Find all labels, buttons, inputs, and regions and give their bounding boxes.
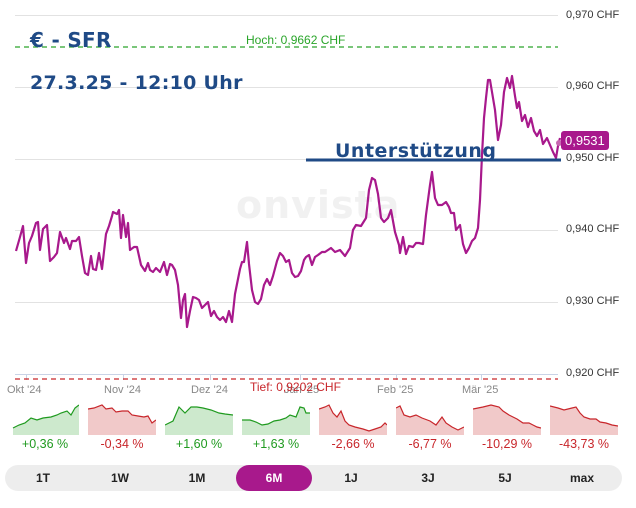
y-tick-label: 0,930 CHF: [566, 295, 620, 307]
sparkline-icon: [396, 405, 464, 435]
time-range-selector: 1T 1W 1M 6M 1J 3J 5J max: [5, 465, 622, 491]
range-tab-6m[interactable]: 6M: [236, 465, 312, 491]
perf-value: -43,73 %: [558, 437, 610, 451]
gridlines: [15, 15, 558, 303]
perf-value: +0,36 %: [21, 437, 69, 451]
perf-1w[interactable]: -0,34 %: [88, 403, 156, 458]
low-label: Tief: 0,9202 CHF: [250, 380, 341, 394]
perf-1t[interactable]: +0,36 %: [11, 403, 79, 458]
perf-1j[interactable]: -2,66 %: [319, 403, 387, 458]
x-tick-label: Jan '25: [284, 384, 320, 396]
range-tab-1t[interactable]: 1T: [35, 471, 50, 485]
perf-value: -0,34 %: [100, 437, 144, 451]
y-tick-label: 0,940 CHF: [566, 223, 620, 235]
support-label: Unterstützung: [335, 140, 497, 162]
perf-value: -10,29 %: [481, 437, 533, 451]
y-tick-label: 0,950 CHF: [566, 152, 620, 164]
sparkline-icon: [12, 404, 79, 435]
y-tick-label: 0,970 CHF: [566, 9, 620, 21]
x-axis-ticks: [26, 374, 482, 380]
range-tab-3j[interactable]: 3J: [421, 471, 435, 485]
sparkline-icon: [550, 405, 618, 435]
range-tab-max[interactable]: max: [569, 471, 595, 485]
sparkline-icon: [88, 404, 156, 435]
chart-title: € - SFR: [30, 28, 112, 52]
perf-value: -2,66 %: [331, 437, 375, 451]
perf-value: +1,63 %: [252, 437, 300, 451]
high-label: Hoch: 0,9662 CHF: [246, 33, 346, 47]
range-tab-1j[interactable]: 1J: [344, 471, 358, 485]
price-line: [14, 74, 562, 329]
perf-max[interactable]: -43,73 %: [550, 403, 618, 458]
performance-sparklines: +0,36 % -0,34 % +1,60 % +1,63 % -2,66 %: [8, 403, 628, 458]
chart-canvas: [15, 15, 558, 380]
watermark: onvista: [236, 183, 401, 227]
y-tick-label: 0,920 CHF: [566, 367, 620, 379]
perf-1m[interactable]: +1,60 %: [165, 403, 233, 458]
x-tick-label: Feb '25: [377, 384, 414, 396]
sparkline-icon: [319, 404, 387, 435]
sparkline-icon: [165, 405, 233, 435]
chart-subtitle: 27.3.25 - 12:10 Uhr: [30, 72, 243, 94]
x-tick-label: Okt '24: [7, 384, 42, 396]
sparkline-icon: [242, 406, 310, 435]
x-tick-label: Dez '24: [191, 384, 228, 396]
sparkline-icon: [473, 404, 541, 435]
perf-6m[interactable]: +1,63 %: [242, 403, 310, 458]
current-price-badge: 0,9531: [561, 131, 609, 150]
current-price-dot: [556, 140, 562, 146]
perf-5j[interactable]: -10,29 %: [473, 403, 541, 458]
range-tab-1m[interactable]: 1M: [188, 471, 206, 485]
range-tab-1w[interactable]: 1W: [111, 471, 129, 485]
perf-value: -6,77 %: [408, 437, 452, 451]
y-tick-label: 0,960 CHF: [566, 80, 620, 92]
price-chart[interactable]: onvista € - SFR 27.3.25 - 12:10 Uhr Hoch…: [0, 0, 636, 400]
x-tick-label: Nov '24: [104, 384, 141, 396]
range-tab-5j[interactable]: 5J: [498, 471, 512, 485]
perf-3j[interactable]: -6,77 %: [396, 403, 464, 458]
x-tick-label: Mär '25: [462, 384, 499, 396]
perf-value: +1,60 %: [175, 437, 223, 451]
